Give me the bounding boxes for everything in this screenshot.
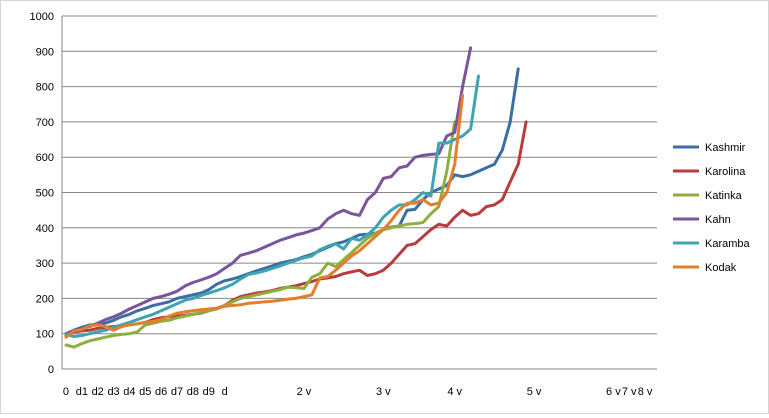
x-tick-label: d3 [107,386,119,398]
x-tick-label: d9 [203,386,215,398]
y-axis-tick-labels: 0 100 200 300 400 500 600 700 800 900 1000 [30,11,54,376]
x-tick-label: 7 v [622,386,637,398]
x-tick-label: d6 [155,386,167,398]
x-tick-label: d8 [187,386,199,398]
legend-label: Kashmir [705,142,746,154]
x-tick-label: d1 [76,386,88,398]
series-lines [64,46,528,349]
y-tick-label: 300 [36,258,54,270]
gridlines [62,15,657,335]
y-tick-label: 800 [36,82,54,94]
series-line-katinka [64,120,457,349]
y-tick-label: 500 [36,188,54,200]
x-tick-label: d7 [171,386,183,398]
y-tick-label: 0 [48,364,54,376]
x-tick-label: 4 v [447,386,462,398]
y-tick-label: 600 [36,152,54,164]
x-tick-label: 0 [63,386,69,398]
axes [61,16,657,370]
legend-label: Karolina [705,166,746,178]
x-tick-label: d4 [123,386,135,398]
legend-label: Karamba [705,238,751,250]
x-tick-label: 6 v [606,386,621,398]
legend-label: Katinka [705,190,743,202]
x-tick-label: 2 v [297,386,312,398]
y-tick-label: 700 [36,117,54,129]
y-tick-label: 200 [36,293,54,305]
legend-label: Kodak [705,262,737,274]
series-line-kodak [64,93,465,339]
x-tick-label: 3 v [376,386,391,398]
x-tick-label: d [222,386,228,398]
series-line-kashmir [64,67,520,336]
legend-label: Kahn [705,214,731,226]
series-line-kahn [64,46,473,336]
x-tick-label: d2 [92,386,104,398]
x-tick-label: 5 v [527,386,542,398]
y-tick-label: 400 [36,223,54,235]
y-tick-label: 100 [36,329,54,341]
legend: Kashmir Karolina Katinka Kahn Karamba Kodak [673,142,751,274]
x-tick-label: 8 v [638,386,653,398]
x-tick-label: d5 [139,386,151,398]
y-tick-label: 900 [36,46,54,58]
y-tick-label: 1000 [30,11,54,23]
